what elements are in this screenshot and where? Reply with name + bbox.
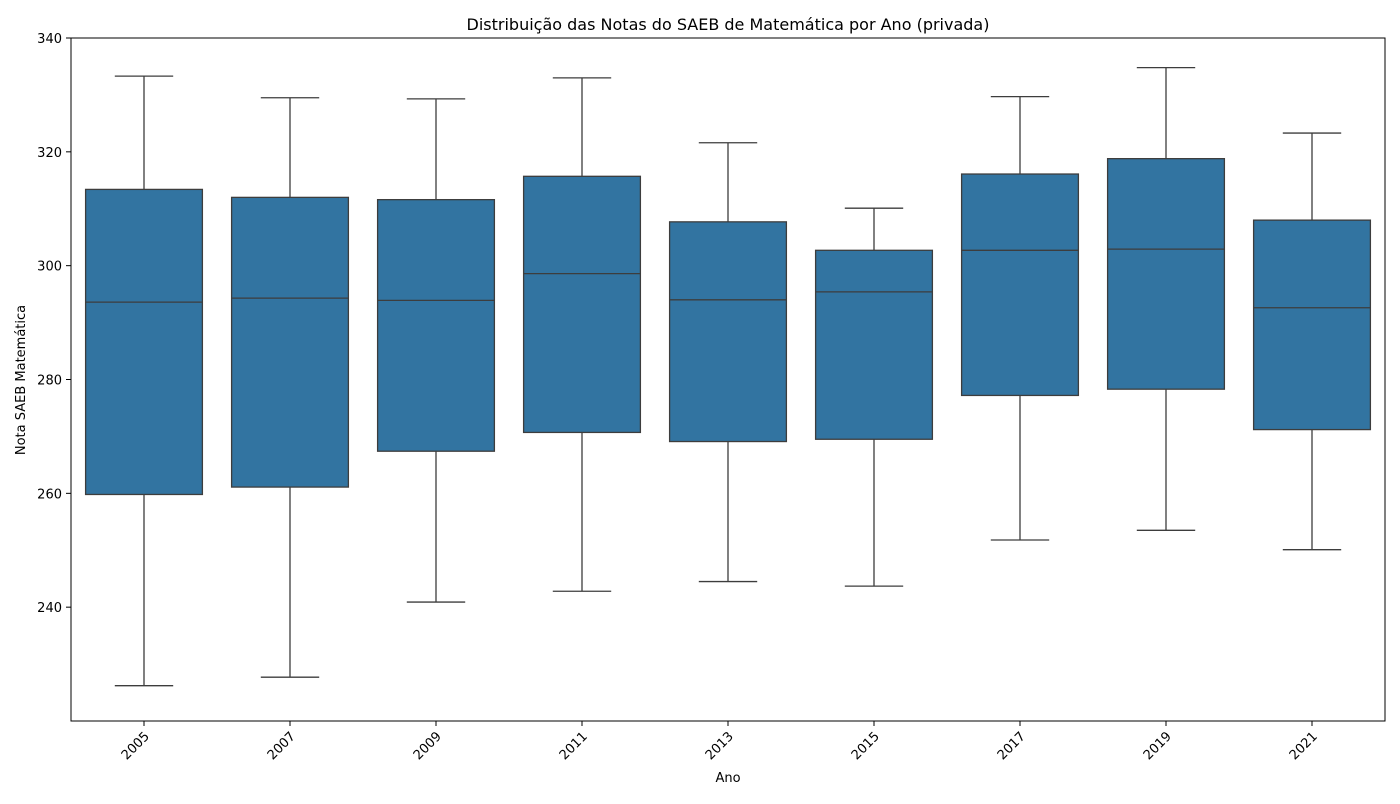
box-2007-iqr xyxy=(230,196,350,488)
x-tick-label-2019: 2019 xyxy=(1141,729,1175,763)
box-2009-iqr xyxy=(376,198,496,452)
x-tick-label-2009: 2009 xyxy=(411,729,445,763)
y-tick-label-240: 240 xyxy=(37,601,62,616)
x-tick-label-2017: 2017 xyxy=(995,729,1029,763)
box-2021-iqr xyxy=(1252,219,1372,431)
box-2011-iqr xyxy=(522,175,642,434)
y-axis-label: Nota SAEB Matemática xyxy=(14,305,29,455)
x-tick-label-2005: 2005 xyxy=(119,729,153,763)
plot-area: 2005 2007 2009 2011 2013 2015 2017 2019 2021 240 2… xyxy=(37,32,1386,763)
x-tick-label-2011: 2011 xyxy=(557,729,591,763)
y-tick-label-260: 260 xyxy=(37,487,62,502)
box-2019-iqr xyxy=(1106,158,1226,390)
box-2013-iqr xyxy=(668,221,788,443)
x-tick-label-2015: 2015 xyxy=(849,729,883,763)
plot-frame xyxy=(70,37,1386,722)
y-tick-label-280: 280 xyxy=(37,374,62,389)
x-tick-label-2021: 2021 xyxy=(1287,729,1321,763)
x-axis-label: Ano xyxy=(715,771,740,786)
box-2005-iqr xyxy=(84,188,204,496)
box-2017-iqr xyxy=(960,173,1080,397)
x-tick-label-2007: 2007 xyxy=(265,729,299,763)
box-2015-iqr xyxy=(814,249,934,440)
chart-title: Distribuição das Notas do SAEB de Matemá… xyxy=(467,15,990,34)
y-tick-label-320: 320 xyxy=(37,146,62,161)
y-tick-label-340: 340 xyxy=(37,32,62,47)
x-tick-label-2013: 2013 xyxy=(703,729,737,763)
y-tick-label-300: 300 xyxy=(37,260,62,275)
